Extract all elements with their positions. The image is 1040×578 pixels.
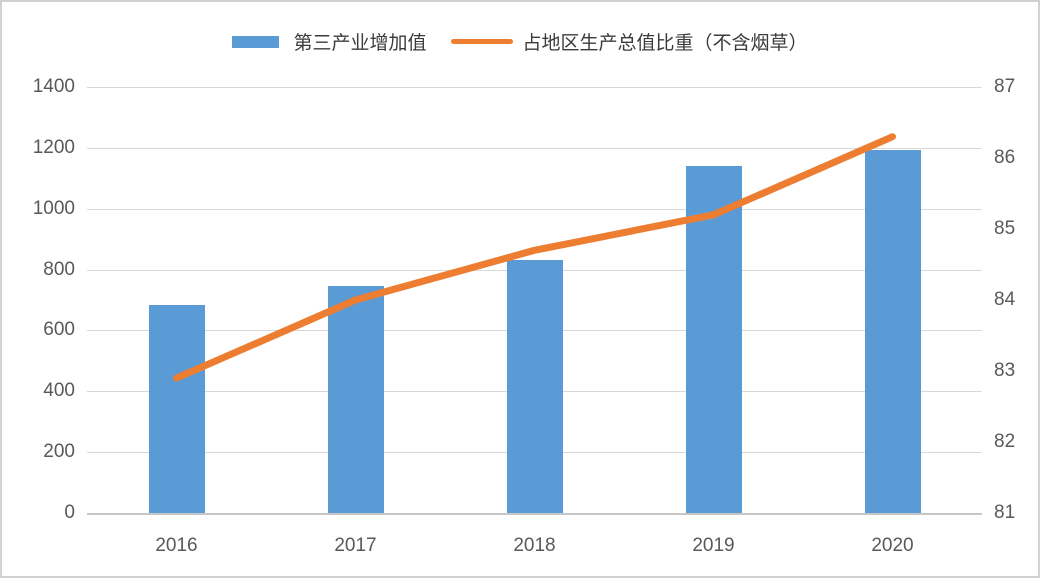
x-axis-tick-label: 2017 xyxy=(334,535,377,556)
bar xyxy=(685,166,742,513)
legend: 第三产业增加值 占地区生产总值比重（不含烟草） xyxy=(2,28,1038,55)
bar xyxy=(506,260,563,513)
right-axis-tick-label: 81 xyxy=(994,502,1016,523)
left-axis-tick-label: 800 xyxy=(43,258,75,280)
left-axis-tick-label: 600 xyxy=(43,319,75,341)
line-path xyxy=(173,133,896,382)
left-axis-tick-label: 0 xyxy=(64,502,75,523)
right-axis-tick-label: 83 xyxy=(994,360,1016,381)
right-axis-tick-label: 82 xyxy=(994,431,1016,452)
x-axis-tick-label: 2016 xyxy=(155,535,198,556)
right-axis-tick-label: 85 xyxy=(994,218,1016,239)
x-axis-tick-label: 2020 xyxy=(871,535,914,556)
legend-line-label: 占地区生产总值比重（不含烟草） xyxy=(522,32,808,54)
bar xyxy=(148,304,205,513)
gridline xyxy=(87,87,982,88)
plot-area xyxy=(87,87,982,515)
line-series xyxy=(173,133,896,382)
legend-line-swatch-icon xyxy=(450,39,513,44)
x-axis-tick-label: 2018 xyxy=(513,535,556,556)
left-axis-tick-label: 1400 xyxy=(32,76,75,97)
legend-bar-label: 第三产业增加值 xyxy=(293,32,427,54)
right-axis-tick-label: 87 xyxy=(994,76,1016,97)
gridline xyxy=(87,208,982,210)
right-axis-tick-label: 86 xyxy=(994,147,1016,168)
legend-bar-swatch-icon xyxy=(232,35,280,48)
left-axis-tick-label: 1200 xyxy=(32,136,75,158)
left-axis-tick-label: 200 xyxy=(43,441,75,463)
left-axis-tick-label: 1000 xyxy=(32,197,75,219)
gridline xyxy=(87,513,982,515)
bar xyxy=(864,150,921,513)
bar xyxy=(327,286,384,513)
gridline xyxy=(87,147,982,149)
x-axis-tick-label: 2019 xyxy=(692,535,735,556)
left-axis-tick-label: 400 xyxy=(43,380,75,402)
right-axis-tick-label: 84 xyxy=(994,289,1016,310)
